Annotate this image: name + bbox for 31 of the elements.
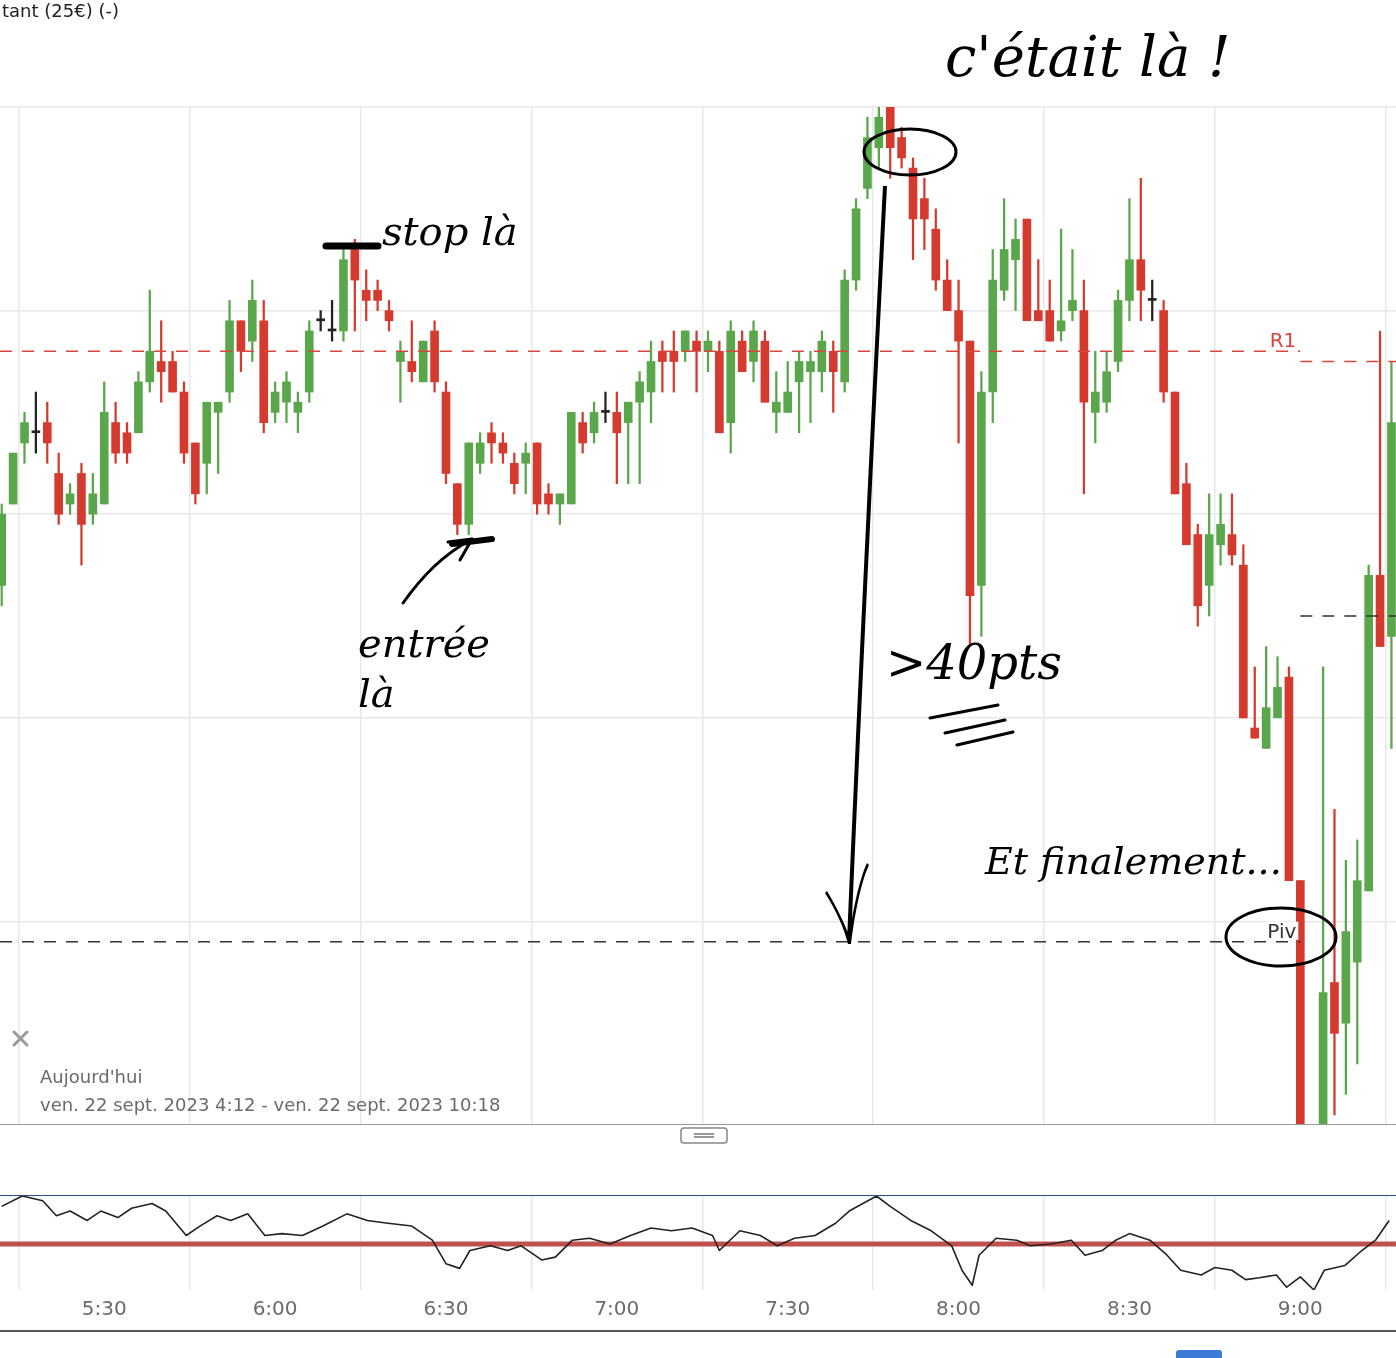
candlestick bbox=[954, 279, 963, 444]
annotation: stop là bbox=[382, 207, 518, 256]
annotation: Aujourd'hui bbox=[40, 1066, 143, 1087]
annotation: >40pts bbox=[886, 633, 1062, 692]
candlestick bbox=[806, 350, 815, 423]
series-label: R1 bbox=[1269, 328, 1297, 353]
candlestick bbox=[544, 483, 553, 515]
candlestick bbox=[658, 340, 667, 393]
candlestick bbox=[920, 177, 929, 250]
x-tick-label: 5:30 bbox=[81, 1296, 127, 1321]
x-tick-label: 7:00 bbox=[594, 1296, 640, 1321]
candlestick bbox=[487, 422, 496, 464]
candlestick bbox=[396, 340, 405, 403]
candlestick bbox=[1330, 809, 1339, 1116]
candlestick bbox=[1011, 218, 1020, 311]
text: tant (25€) (-) bbox=[2, 0, 119, 21]
x-tick-label: 8:00 bbox=[936, 1296, 982, 1321]
x-tick-label: 8:30 bbox=[1106, 1296, 1152, 1321]
x-tick-label: 6:00 bbox=[252, 1296, 298, 1321]
series-label: Piv bbox=[1267, 918, 1297, 943]
candlestick bbox=[601, 391, 610, 423]
candlestick bbox=[1216, 493, 1225, 566]
x-tick-label: 7:30 bbox=[765, 1296, 811, 1321]
candlestick bbox=[1068, 249, 1077, 322]
x-tick-label: 6:30 bbox=[423, 1296, 469, 1321]
annotation: ven. 22 sept. 2023 4:12 - ven. 22 sept. 2023 10:18 bbox=[40, 1094, 501, 1115]
annotation: Et finalement... bbox=[985, 838, 1282, 885]
candlestick bbox=[692, 330, 701, 393]
x-tick-label: 9:00 bbox=[1277, 1296, 1323, 1321]
text: c'était là ! bbox=[945, 23, 1231, 91]
annotation: entrée là bbox=[358, 619, 491, 718]
